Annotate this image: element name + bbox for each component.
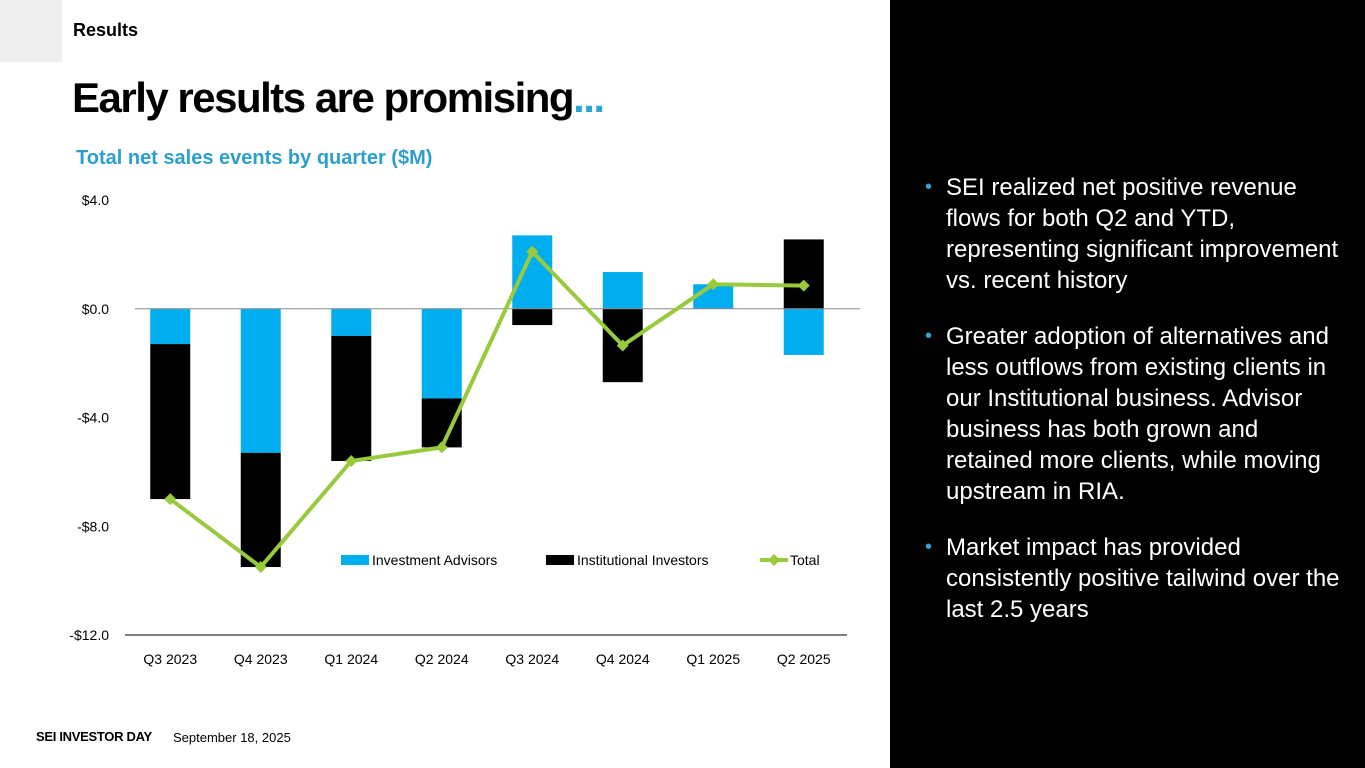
legend-label: Total <box>790 552 820 568</box>
bullet-text: Greater adoption of alternatives and les… <box>946 323 1329 505</box>
bullet-text: SEI realized net positive revenue flows … <box>946 174 1339 294</box>
bar-segment <box>421 398 462 448</box>
bar-segment <box>421 308 462 399</box>
total-marker <box>345 455 358 467</box>
total-marker <box>526 245 539 258</box>
bullet-text: Market impact has provided consistently … <box>946 534 1340 623</box>
bullet-item: • SEI realized net positive revenue flows… <box>925 172 1345 296</box>
total-marker <box>707 278 720 291</box>
x-tick-label: Q2 2025 <box>777 651 831 667</box>
bullet-dot: • <box>925 325 933 347</box>
bar-segment <box>512 308 553 326</box>
section-tab-marker <box>0 0 62 62</box>
legend-label: Institutional Investors <box>577 552 709 568</box>
y-tick-label: -$12.0 <box>69 627 109 643</box>
bullet-item: • Greater adoption of alternatives and le… <box>925 321 1345 507</box>
total-marker <box>616 339 629 352</box>
total-line <box>169 249 804 570</box>
page-title-text: Early results are promising <box>72 74 575 121</box>
bullet-item: • Market impact has provided consistently… <box>925 532 1345 625</box>
total-marker <box>435 441 448 454</box>
footer-brand: SEI INVESTOR DAY <box>36 729 152 744</box>
chart-title: Total net sales events by quarter ($M) <box>76 147 433 169</box>
x-tick-label: Q1 2025 <box>686 651 740 667</box>
x-tick-label: Q3 2023 <box>143 651 197 667</box>
footer-date: September 18, 2025 <box>173 730 291 745</box>
x-tick-label: Q4 2023 <box>234 651 288 667</box>
legend-marker-total <box>768 554 780 566</box>
bar-segment <box>150 308 191 345</box>
legend-swatch-institutional-investors <box>546 555 574 565</box>
bar-segment <box>783 308 824 355</box>
y-tick-label: -$8.0 <box>77 518 109 534</box>
bar-segment <box>602 272 643 309</box>
y-tick-label: $4.0 <box>82 192 109 208</box>
total-marker <box>254 561 267 574</box>
bar-segment <box>331 335 372 461</box>
y-tick-label: -$4.0 <box>77 410 109 426</box>
bar-segment <box>783 239 824 309</box>
title-ellipsis: ... <box>573 74 605 121</box>
legend-swatch-investment-advisors <box>341 555 369 565</box>
bar-segment <box>240 308 281 453</box>
x-tick-label: Q3 2024 <box>505 651 559 667</box>
bullet-dot: • <box>925 536 933 558</box>
right-panel <box>890 0 1365 768</box>
total-marker <box>164 493 177 506</box>
section-label: Results <box>73 20 139 40</box>
bar-segment <box>331 308 372 336</box>
x-tick-label: Q2 2024 <box>415 651 469 667</box>
page-title: Early results are promising... <box>72 74 605 122</box>
bullet-dot: • <box>925 176 933 198</box>
total-marker <box>797 279 810 292</box>
legend-label: Investment Advisors <box>372 552 497 568</box>
y-tick-label: $0.0 <box>82 301 109 317</box>
bar-segment <box>150 344 191 500</box>
net-sales-chart: $4.0 $0.0 -$4.0 -$8.0 -$12.0 Q3 2023 Q4 2023 Q1… <box>69 192 860 667</box>
x-tick-label: Q4 2024 <box>596 651 650 667</box>
x-tick-label: Q1 2024 <box>324 651 378 667</box>
bar-segment <box>240 452 281 568</box>
bullet-list: • SEI realized net positive revenue flows… <box>925 172 1345 650</box>
